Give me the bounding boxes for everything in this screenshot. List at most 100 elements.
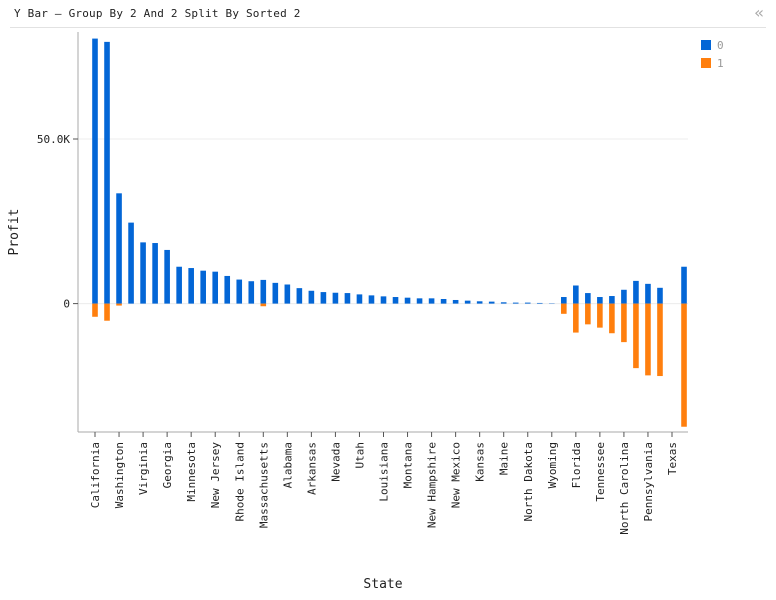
bar-series-0-16[interactable] (284, 284, 291, 304)
bar-series-0-31[interactable] (464, 300, 471, 304)
bar-series-0-36[interactable] (524, 302, 531, 304)
legend-swatch-1 (701, 58, 711, 68)
bars (92, 38, 687, 427)
bar-series-0-26[interactable] (404, 297, 411, 304)
bar-series-1-0[interactable] (92, 303, 98, 317)
bar-series-0-25[interactable] (392, 297, 399, 304)
x-tick-label-4: Minnesota (185, 442, 198, 502)
bar-series-0-28[interactable] (428, 298, 435, 304)
bar-series-0-0[interactable] (92, 38, 98, 304)
x-tick-label-21: Tennessee (594, 442, 607, 502)
bar-series-0-2[interactable] (116, 193, 122, 304)
x-ticks: California Washington Virginia Georgia Minne… (89, 432, 679, 535)
bar-series-0-45[interactable] (633, 280, 639, 304)
legend-label-0: 0 (717, 38, 724, 52)
bar-series-0-5[interactable] (152, 243, 158, 304)
bar-series-0-39[interactable] (561, 297, 567, 304)
chart-title: Y Bar – Group By 2 And 2 Split By Sorted… (14, 7, 301, 20)
x-tick-label-0: California (89, 442, 102, 508)
bar-series-1-49[interactable] (681, 303, 687, 427)
x-tick-label-2: Virginia (137, 442, 150, 495)
x-tick-label-15: New Mexico (450, 442, 463, 508)
bar-series-0-19[interactable] (320, 292, 327, 304)
bar-series-0-7[interactable] (176, 266, 182, 304)
y-ticks: 0 50.0K (37, 133, 78, 311)
legend: 0 1 (701, 36, 724, 72)
bar-series-0-3[interactable] (128, 222, 134, 304)
bar-series-0-49[interactable] (681, 266, 687, 304)
bar-series-0-1[interactable] (104, 41, 110, 304)
x-tick-label-7: Massachusetts (257, 442, 270, 528)
x-tick-label-13: Montana (402, 442, 415, 488)
bar-series-1-40[interactable] (573, 303, 579, 333)
legend-item-1[interactable]: 1 (701, 54, 724, 72)
bar-series-0-12[interactable] (236, 279, 243, 304)
legend-label-1: 1 (717, 56, 724, 70)
x-tick-label-12: Louisiana (378, 442, 391, 502)
bar-series-0-15[interactable] (272, 282, 279, 304)
bar-series-0-37[interactable] (536, 302, 543, 304)
bar-series-1-44[interactable] (621, 303, 627, 343)
collapse-panel-icon[interactable]: « (754, 3, 764, 22)
bar-series-0-14[interactable] (260, 279, 267, 304)
axes (77, 32, 688, 433)
bar-series-0-34[interactable] (500, 302, 507, 304)
x-tick-label-24: Texas (666, 442, 679, 475)
bar-series-1-45[interactable] (633, 303, 639, 369)
bar-series-0-21[interactable] (344, 293, 351, 304)
x-tick-label-16: Kansas (474, 442, 487, 482)
x-tick-label-3: Georgia (161, 442, 174, 488)
bar-series-0-24[interactable] (380, 296, 387, 304)
chart-header: Y Bar – Group By 2 And 2 Split By Sorted… (0, 0, 776, 28)
legend-item-0[interactable]: 0 (701, 36, 724, 54)
x-tick-label-8: Alabama (281, 442, 294, 488)
bar-series-0-20[interactable] (332, 292, 339, 304)
bar-series-1-43[interactable] (609, 303, 615, 334)
x-tick-label-11: Utah (353, 442, 366, 469)
bar-series-0-33[interactable] (488, 301, 495, 304)
x-tick-label-9: Arkansas (305, 442, 318, 495)
bar-series-0-4[interactable] (140, 242, 146, 304)
bar-series-0-35[interactable] (512, 302, 519, 304)
bar-series-0-11[interactable] (224, 275, 231, 304)
bar-series-1-47[interactable] (657, 303, 663, 377)
bar-series-0-40[interactable] (573, 285, 579, 304)
bar-series-0-44[interactable] (621, 289, 627, 304)
y-axis-label: Profit (7, 209, 22, 256)
bar-series-0-9[interactable] (200, 270, 206, 304)
x-tick-label-17: Maine (498, 442, 511, 475)
bar-series-0-41[interactable] (585, 293, 591, 304)
bar-series-1-2[interactable] (116, 303, 122, 306)
y-tick-label-0: 0 (63, 298, 70, 311)
bar-series-1-1[interactable] (104, 303, 110, 321)
bar-series-0-43[interactable] (609, 296, 615, 304)
x-tick-label-14: New Hampshire (426, 442, 439, 528)
bar-series-0-46[interactable] (645, 283, 651, 304)
bar-series-0-17[interactable] (296, 288, 303, 304)
bar-series-0-6[interactable] (164, 249, 170, 304)
x-tick-label-10: Nevada (329, 442, 342, 482)
bar-series-0-10[interactable] (212, 271, 219, 304)
bar-series-1-41[interactable] (585, 303, 591, 325)
bar-series-0-30[interactable] (452, 299, 459, 304)
bar-series-0-47[interactable] (657, 287, 663, 304)
bar-series-0-23[interactable] (368, 295, 375, 304)
bar-series-0-27[interactable] (416, 298, 423, 304)
x-tick-label-22: North Carolina (618, 442, 631, 535)
x-axis-label: State (363, 577, 402, 592)
bar-series-0-42[interactable] (597, 297, 603, 304)
bar-series-0-22[interactable] (356, 294, 363, 304)
header-divider (10, 27, 766, 28)
bar-series-0-18[interactable] (308, 290, 315, 304)
bar-series-1-14[interactable] (260, 303, 267, 307)
legend-swatch-0 (701, 40, 711, 50)
bar-series-1-46[interactable] (645, 303, 651, 376)
bar-series-0-8[interactable] (188, 268, 194, 304)
bar-series-1-42[interactable] (597, 303, 603, 328)
bar-series-0-32[interactable] (476, 301, 483, 304)
bar-series-0-13[interactable] (248, 281, 255, 304)
x-tick-label-20: Florida (570, 442, 583, 488)
bar-series-1-39[interactable] (561, 303, 567, 314)
bar-series-0-29[interactable] (440, 298, 447, 304)
